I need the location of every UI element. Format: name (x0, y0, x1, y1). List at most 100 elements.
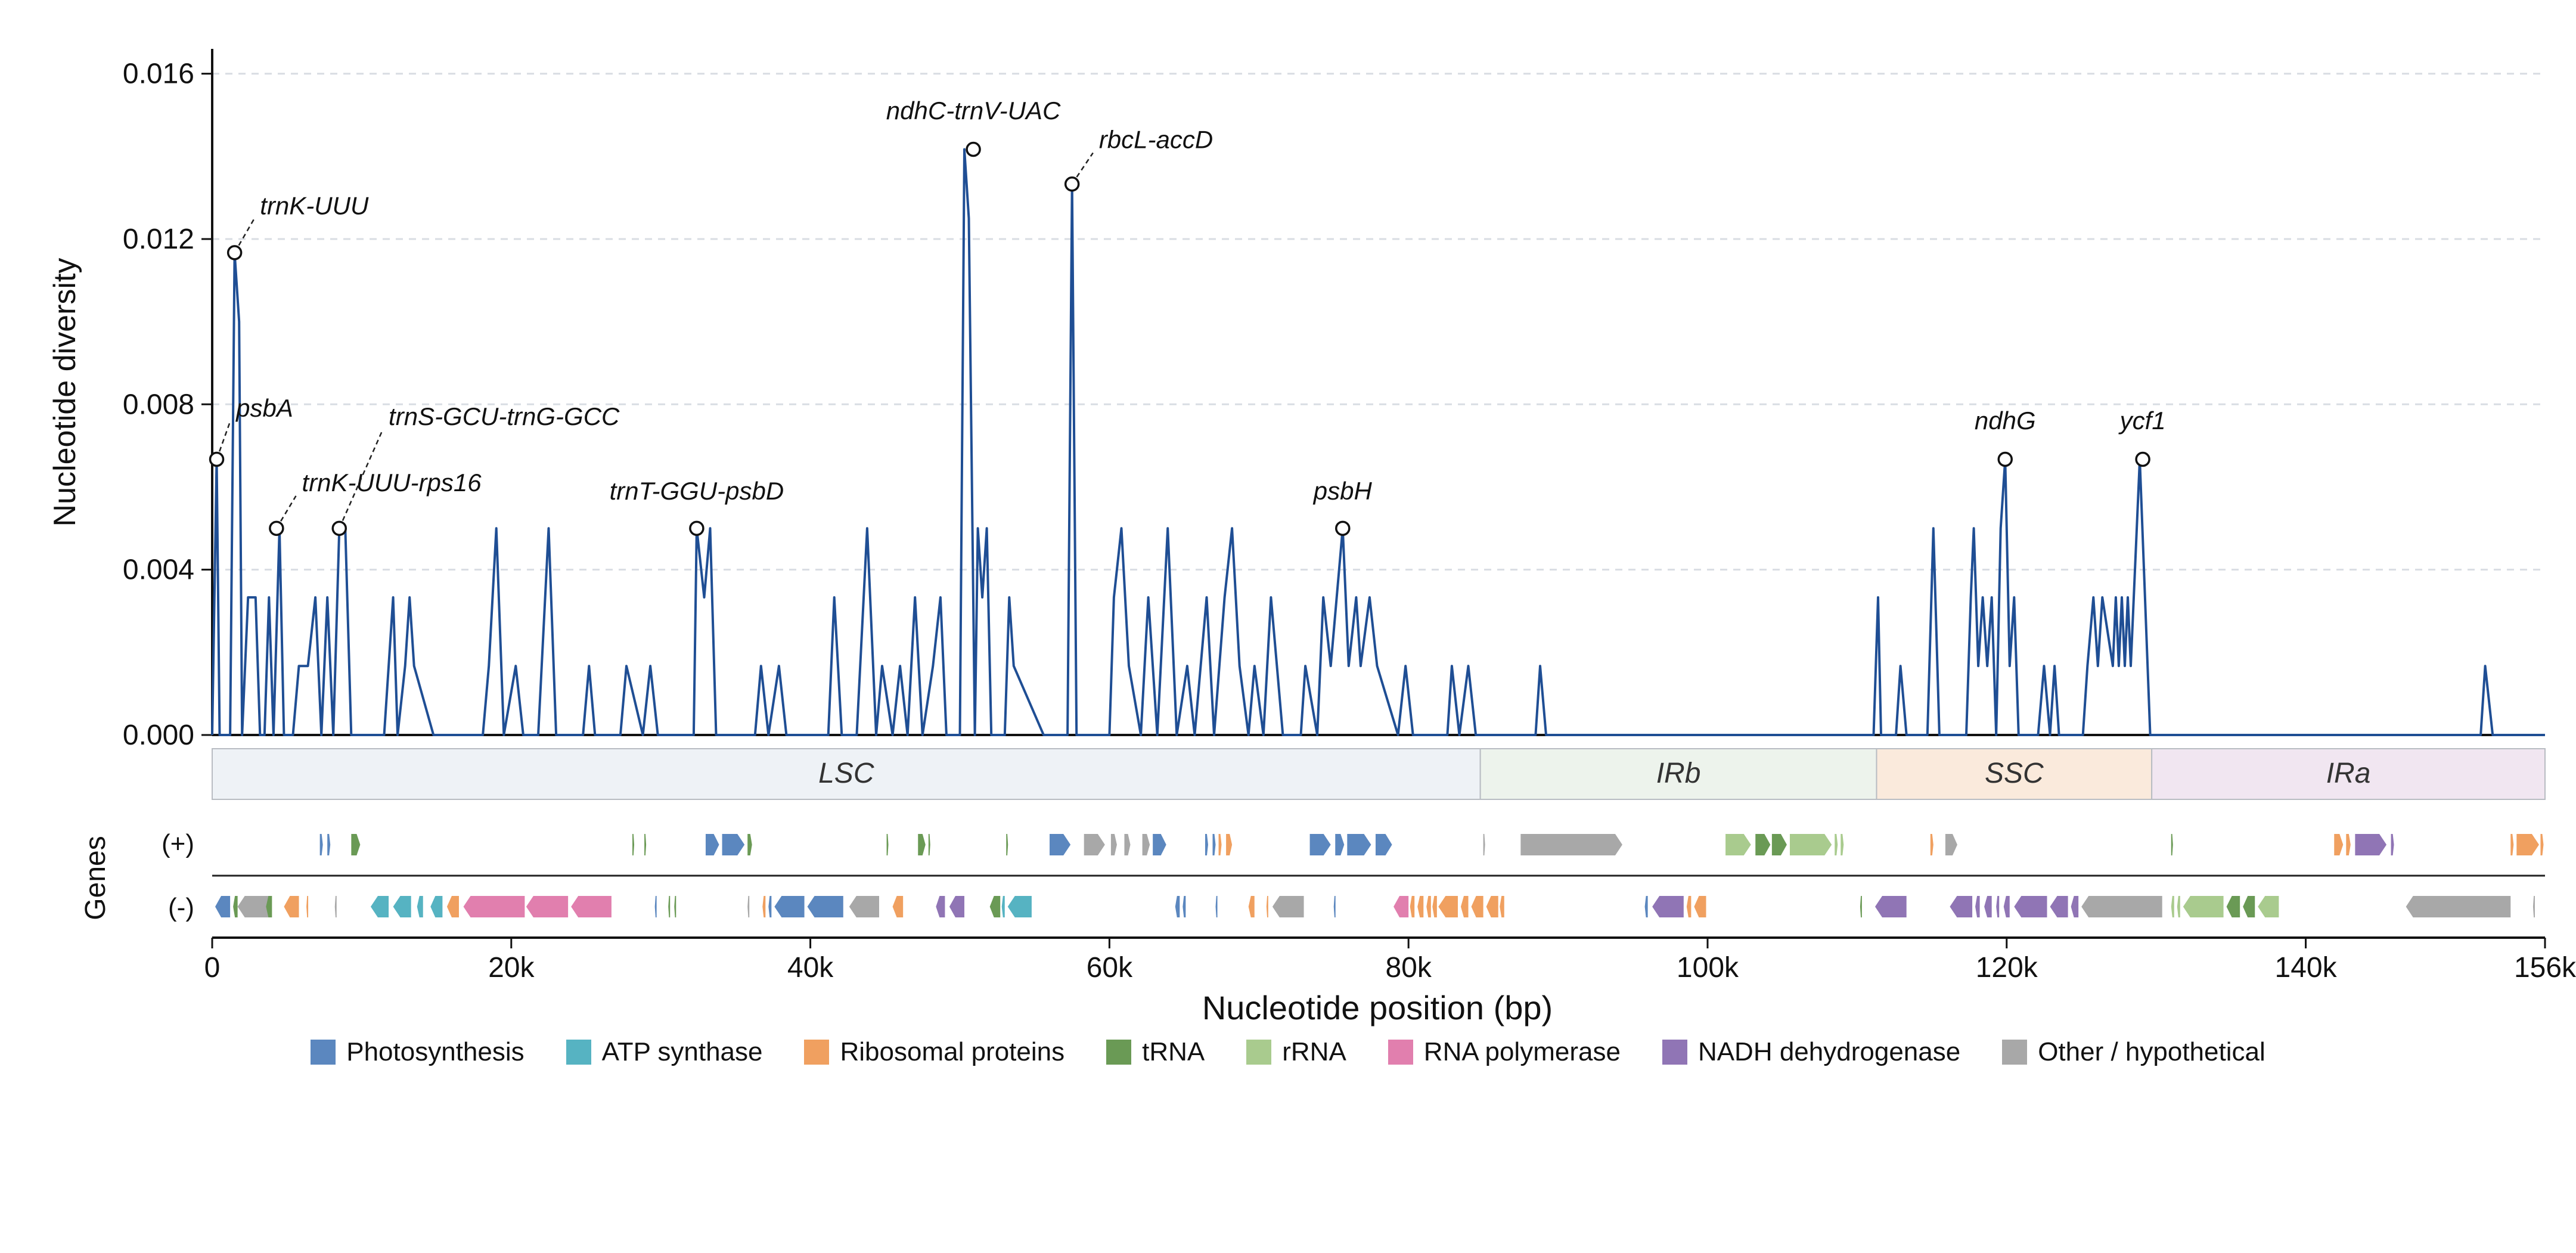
gene-photosynthesis (1375, 834, 1392, 855)
peak-annotations: psbA trnK-UUU trnK-UUU-rps16 trnS-GCU-trnG-… (209, 97, 2166, 536)
axes: 0.000 0.004 0.008 0.012 0.016 (123, 49, 2545, 751)
gene-trna (747, 834, 752, 855)
gene-trna (2243, 896, 2255, 917)
peak-label: trnT-GGU-psbD (610, 477, 784, 505)
gene-other (1483, 834, 1485, 855)
gene-ndh (1975, 896, 1980, 917)
gene-ribosomal (1432, 896, 1437, 917)
region-lsc (212, 748, 1481, 800)
gene-trna (2171, 834, 2173, 855)
gene-photosynthesis (1347, 834, 1371, 855)
diversity-line (211, 148, 2545, 736)
peak-label: ndhG (1975, 407, 2036, 435)
gene-other (2532, 896, 2535, 917)
gene-ribosomal (1471, 896, 1483, 917)
gene-photosynthesis (1183, 896, 1186, 917)
gene-trna (989, 896, 1001, 917)
gene-photosynthesis (1335, 834, 1345, 855)
legend-swatch (311, 1040, 336, 1065)
gene-ndh (1652, 896, 1684, 917)
gene-photosynthesis (722, 834, 745, 855)
gene-atp (393, 896, 411, 917)
legend-swatch (804, 1040, 830, 1065)
gene-ribosomal (446, 896, 459, 917)
gene-ribosomal (2334, 834, 2344, 855)
peak-marker (1335, 520, 1351, 536)
peak-label: trnK-UUU (260, 191, 369, 219)
gene-ribosomal (762, 896, 766, 917)
grid-lines (212, 73, 2545, 571)
gene-polymerase (1393, 896, 1409, 917)
gene-other (2081, 896, 2162, 917)
gene-ndh (936, 896, 945, 917)
gene-photosynthesis (215, 896, 231, 917)
gene-ndh (2355, 834, 2387, 855)
gene-trna (233, 896, 238, 917)
legend-swatch (1106, 1040, 1132, 1065)
legend-label: NADH dehydrogenase (1697, 1037, 1961, 1066)
gene-trna (674, 896, 676, 917)
gene-ndh (1996, 896, 2000, 917)
legend-swatch (566, 1040, 591, 1065)
legend-swatch (2002, 1040, 2028, 1065)
gene-ribosomal (1694, 896, 1706, 917)
gene-atp (1001, 896, 1005, 917)
diversity-line-layer (211, 148, 2545, 736)
x-axis: 0 20k 40k 60k 80k 100k 120k 140k 156k (204, 936, 2576, 984)
gene-trna (668, 896, 671, 917)
legend-item: Photosynthesis (311, 1037, 524, 1067)
region-bar: LSC IRb SSC IRa (212, 748, 2546, 800)
peak-label: ycf1 (2118, 407, 2166, 435)
legend-label: rRNA (1282, 1037, 1346, 1066)
legend-label: Photosynthesis (346, 1037, 524, 1066)
annotation-leader (234, 218, 255, 253)
gene-trna (1771, 834, 1787, 855)
gene-other (849, 896, 880, 917)
gene-ribosomal (1218, 834, 1222, 855)
gene-other (1124, 834, 1131, 855)
legend-swatch (1662, 1040, 1687, 1065)
legend-label: RNA polymerase (1423, 1037, 1621, 1066)
gene-trna (266, 896, 272, 917)
gene-trna (1006, 834, 1008, 855)
gene-other (1520, 834, 1622, 855)
gene-ribosomal (1248, 896, 1255, 917)
legend-item: rRNA (1246, 1037, 1346, 1067)
peak-marker (2135, 451, 2150, 467)
gene-ndh (2003, 896, 2010, 917)
gene-ribosomal (2346, 834, 2351, 855)
gene-ribosomal (1686, 896, 1692, 917)
gene-photosynthesis (1050, 834, 1071, 855)
gene-atp (417, 896, 423, 917)
gene-photosynthesis (1333, 896, 1336, 917)
peak-marker (331, 520, 347, 536)
gene-photosynthesis (705, 834, 719, 855)
gene-rrna (2183, 896, 2224, 917)
gene-rrna (2177, 896, 2180, 917)
gene-ndh (949, 896, 965, 917)
gene-photosynthesis (807, 896, 843, 917)
legend-swatch (1246, 1040, 1272, 1065)
peak-label: trnS-GCU-trnG-GCC (389, 402, 620, 430)
gene-ribosomal (1426, 896, 1431, 917)
x-tick-label: 60k (1087, 952, 1133, 984)
x-tick-label: 20k (488, 952, 535, 984)
gene-photosynthesis (768, 896, 772, 917)
peak-label: psbA (235, 394, 293, 422)
x-tick-label: 120k (1976, 952, 2038, 984)
peak-label: trnK-UUU-rps16 (302, 469, 482, 497)
y-tick-label: 0.004 (123, 554, 194, 586)
gene-trna (1860, 896, 1862, 917)
gene-other (334, 896, 337, 917)
gene-ribosomal (2540, 834, 2544, 855)
gene-trna (1755, 834, 1771, 855)
annotation-leader (339, 429, 384, 529)
peak-marker (1064, 176, 1080, 192)
gene-photosynthesis (1153, 834, 1166, 855)
region-ira (2151, 748, 2546, 800)
peak-marker (209, 451, 225, 467)
gene-ndh (1950, 896, 1973, 917)
gene-photosynthesis (1212, 834, 1216, 855)
gene-atp (1007, 896, 1032, 917)
gene-photosynthesis (1205, 834, 1208, 855)
